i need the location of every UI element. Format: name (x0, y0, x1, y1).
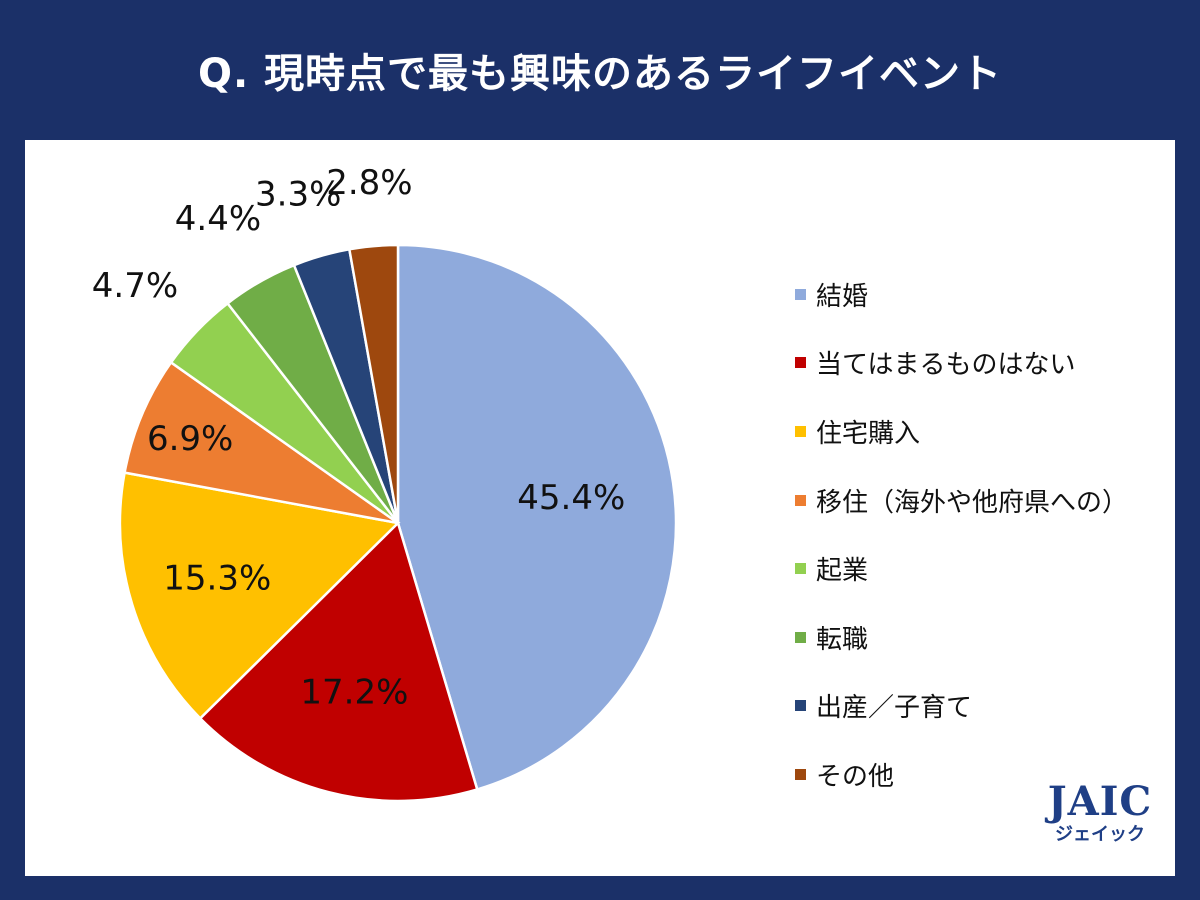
legend-label: 転職 (816, 624, 869, 655)
pie-slice (396, 243, 678, 792)
legend-label: 住宅購入 (816, 418, 921, 449)
pie-chart: 45.4% 17.2% 15.3% 6.9% 4.7% 4.4%3.3%2.8% (92, 163, 678, 803)
legend-entry: 移住（海外や他府県への） (795, 466, 1128, 535)
logo-main-text: JAIC (1047, 778, 1153, 825)
logo-sub-text: ジェイック (1055, 824, 1145, 845)
pie-slice (118, 471, 401, 721)
data-label: 6.9% (147, 419, 233, 459)
legend-label: 結婚 (816, 281, 869, 312)
data-label: 15.3% (163, 559, 271, 599)
legend-entry: 転職 (795, 603, 1128, 672)
legend-label: その他 (816, 761, 895, 792)
legend-entry: その他 (795, 740, 1128, 809)
legend-label: 移住（海外や他府県への） (816, 487, 1129, 518)
legend: 結婚当てはまるものはない 住宅購入移住（海外や他府県への） 起業転職出産／子育て その… (795, 260, 1128, 809)
legend-swatch (795, 494, 806, 506)
legend-label: 起業 (816, 556, 869, 587)
data-label: 3.3% (255, 174, 341, 214)
legend-entry: 出産／子育て (795, 672, 1128, 741)
legend-label: 出産／子育て (816, 693, 973, 724)
page-title: Q. 現時点で最も興味のあるライフイベント (197, 51, 1003, 97)
legend-swatch (795, 700, 806, 712)
data-label: 4.7% (92, 266, 178, 306)
legend-swatch (795, 357, 806, 369)
data-label: 17.2% (300, 673, 408, 713)
legend-swatch (795, 425, 806, 437)
legend-entry: 住宅購入 (795, 397, 1128, 466)
data-label: 2.8% (326, 163, 412, 203)
chart-panel: 45.4% 17.2% 15.3% 6.9% 4.7% 4.4% 3.3% 2.8% 結婚当て… (25, 140, 1175, 876)
legend-entry: 起業 (795, 534, 1128, 603)
pie-slice (198, 520, 479, 803)
legend-swatch (795, 288, 806, 300)
legend-swatch (795, 768, 806, 780)
pie-slice (123, 360, 399, 525)
jaic-logo: JAIC ジェイック (1040, 780, 1160, 846)
pie-slice (347, 243, 400, 524)
data-label: 45.4% (517, 478, 625, 518)
data-label: 4.4% (175, 199, 261, 239)
legend-swatch (795, 563, 806, 575)
legend-entry: 当てはまるものはない (795, 329, 1128, 398)
legend-swatch (795, 631, 806, 643)
legend-entry: 結婚 (795, 260, 1128, 329)
legend-label: 当てはまるものはない (816, 350, 1076, 381)
